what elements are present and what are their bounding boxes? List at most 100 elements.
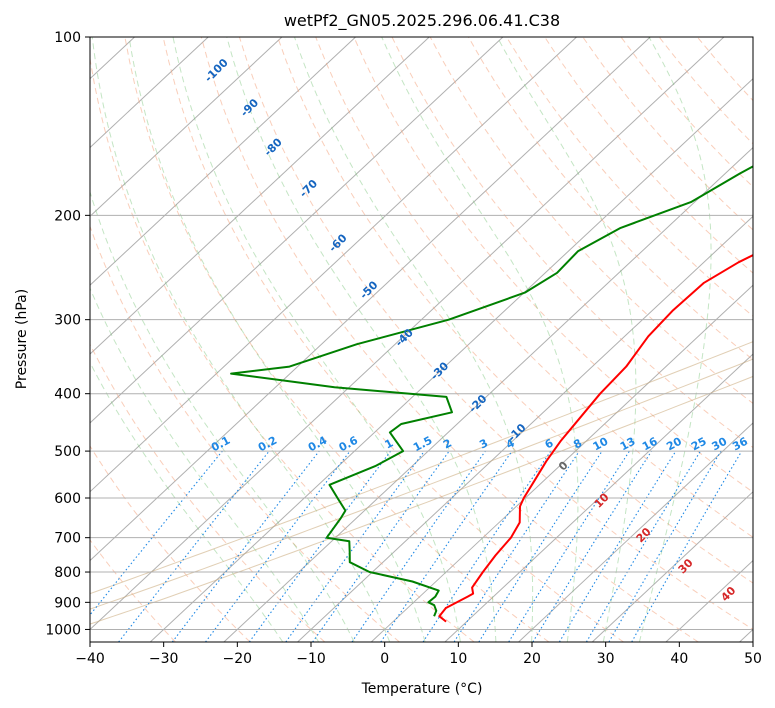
mixing-ratio-label: 30 [710, 435, 730, 454]
moist-adiabat-line [90, 286, 320, 642]
background-lines [0, 37, 753, 642]
dry-adiabat-line [162, 37, 624, 642]
ozone-isopleth-label: -60 [326, 231, 349, 254]
mixing-ratio-line [312, 450, 450, 642]
mixing-ratio-line [380, 450, 513, 642]
mixing-ratio-line [478, 450, 603, 642]
temperature-label: 0 [556, 458, 571, 473]
moist-adiabat-line [91, 37, 391, 642]
temperature-label: 30 [676, 556, 696, 576]
x-tick-label: 10 [449, 651, 467, 667]
dry-adiabat-line [658, 37, 753, 145]
mixing-ratio-line [608, 450, 722, 642]
ozone-isopleth-label: -70 [297, 177, 320, 200]
mixing-ratio-line [453, 450, 580, 642]
dry-adiabat-line [90, 224, 400, 642]
dry-adiabat-line [696, 37, 753, 102]
dry-adiabat-line [353, 37, 753, 493]
x-tick-label: −40 [75, 651, 105, 667]
ozone-isopleth-label: -50 [357, 278, 380, 301]
isotherm-line [739, 628, 753, 642]
temperature-label: 40 [718, 584, 738, 604]
y-tick-label: 300 [54, 313, 81, 329]
isotherm-line [90, 37, 430, 355]
guide-curve-line [90, 358, 753, 610]
y-tick-label: 1000 [45, 622, 81, 638]
moist-adiabat-line [226, 37, 497, 642]
dry-adiabat-line [238, 37, 753, 630]
moist-adiabat-line [128, 37, 426, 642]
dry-adiabat-line [315, 37, 753, 538]
isotherm-line [370, 284, 753, 642]
isotherm-line [518, 422, 753, 642]
y-tick-label: 700 [54, 531, 81, 547]
dry-adiabat-line [200, 37, 699, 642]
mixing-ratio-line [532, 450, 652, 642]
mixing-ratio-line [558, 450, 677, 642]
x-tick-label: 30 [597, 651, 615, 667]
mixing-ratio-label: 2 [441, 436, 454, 451]
moist-adiabat-line [496, 37, 637, 642]
dry-adiabat-line [90, 55, 475, 642]
moist-adiabat-line [172, 37, 461, 642]
moist-adiabat-line [294, 37, 534, 642]
mixing-ratio-line [118, 450, 270, 642]
moist-adiabat-line [90, 190, 355, 642]
isotherm-line [90, 37, 283, 218]
mixing-ratio-label: 25 [689, 435, 709, 454]
mixing-ratio-label: 3 [477, 436, 490, 451]
isotherm-line [90, 37, 651, 562]
dry-adiabat-line [429, 37, 753, 404]
mixing-ratio-label: 13 [618, 435, 638, 454]
y-axis-label: Pressure (hPa) [14, 289, 30, 389]
mixing-ratio-line [90, 450, 223, 616]
y-tick-label: 800 [54, 565, 81, 581]
y-tick-label: 200 [54, 208, 81, 224]
x-tick-label: 0 [380, 651, 389, 667]
isotherm-line [0, 37, 61, 642]
mixing-ratio-label: 8 [571, 436, 584, 451]
x-axis-label: Temperature (°C) [361, 681, 483, 697]
temperature-label: 20 [634, 525, 654, 545]
mixing-ratio-label: 10 [591, 435, 611, 454]
chart-title: wetPf2_GN05.2025.296.06.41.C38 [284, 11, 560, 31]
isotherm-line [90, 37, 504, 424]
moist-adiabat-line [90, 361, 284, 642]
ozone-isopleth-label: -90 [238, 96, 261, 119]
guide-curve-line [90, 341, 753, 595]
mixing-ratio-line [631, 450, 743, 642]
x-tick-label: 50 [744, 651, 762, 667]
isotherm-line [90, 37, 577, 493]
ozone-isopleth-label: -80 [262, 135, 285, 158]
mixing-ratio-line [351, 450, 486, 642]
mixing-ratio-line [422, 450, 552, 642]
dry-adiabat-line [90, 445, 251, 642]
y-tick-label: 400 [54, 387, 81, 403]
dry-adiabat-line [544, 37, 753, 274]
y-tick-label: 600 [54, 491, 81, 507]
x-tick-label: −30 [149, 651, 179, 667]
mixing-ratio-line [285, 450, 425, 642]
moist-adiabat-line [381, 37, 579, 642]
y-axis-ticks: 1000 900 800 700 600 500 400 300 200 100 [45, 30, 90, 638]
guide-curve-line [90, 375, 753, 625]
mixing-ratio-label: 20 [664, 435, 684, 454]
dry-adiabat-line [277, 37, 753, 584]
mixing-ratio-line [205, 450, 351, 642]
mixing-ratio-line [248, 450, 392, 642]
profile-lines [230, 165, 753, 623]
isotherm-line [90, 37, 725, 631]
isotherm-line [665, 559, 753, 642]
mixing-ratio-label: 36 [730, 435, 750, 454]
mixing-ratio-line [508, 450, 630, 642]
y-tick-label: 900 [54, 595, 81, 611]
mixing-ratio-label: 16 [640, 435, 660, 454]
moist-adiabat-line [638, 37, 712, 642]
dry-adiabat-line [391, 37, 753, 449]
isotherm-line [223, 146, 753, 642]
isotherm-line [297, 215, 753, 642]
ozone-isopleth-label: -100 [202, 56, 231, 85]
x-tick-label: 20 [523, 651, 541, 667]
isotherm-line [90, 37, 209, 149]
